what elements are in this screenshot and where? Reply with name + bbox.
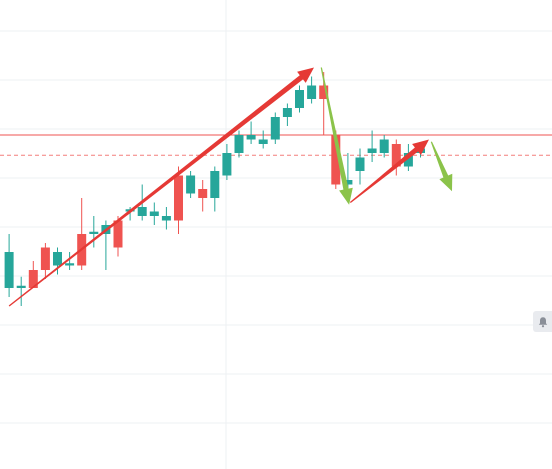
candle-body bbox=[16, 285, 26, 288]
candle bbox=[53, 247, 62, 275]
candle-body bbox=[222, 153, 232, 176]
trend-arrow-4[interactable] bbox=[430, 141, 453, 192]
candle bbox=[16, 276, 26, 306]
candle-body bbox=[234, 135, 244, 153]
candle bbox=[379, 135, 389, 158]
trend-arrow-2[interactable] bbox=[320, 67, 353, 205]
trend-arrow-1[interactable] bbox=[8, 67, 314, 307]
candle bbox=[258, 130, 268, 149]
candle bbox=[355, 148, 365, 185]
candle-body bbox=[53, 252, 62, 266]
candle bbox=[28, 261, 38, 288]
candles bbox=[4, 72, 425, 306]
candle bbox=[198, 180, 208, 212]
candle bbox=[40, 243, 50, 279]
candle-body bbox=[282, 108, 292, 117]
candle-body bbox=[161, 216, 171, 221]
candle bbox=[210, 166, 220, 212]
candle-body bbox=[331, 135, 341, 185]
candle-body bbox=[379, 139, 389, 153]
candle bbox=[222, 144, 232, 180]
candle-body bbox=[113, 220, 123, 248]
candle-body bbox=[391, 144, 401, 167]
candle-body bbox=[343, 180, 353, 185]
candle bbox=[149, 202, 159, 225]
candle bbox=[234, 130, 244, 158]
candle-body bbox=[40, 247, 50, 270]
candle bbox=[391, 139, 401, 176]
candle-body bbox=[210, 171, 220, 198]
candle bbox=[65, 252, 75, 270]
candle bbox=[77, 198, 87, 270]
candle bbox=[161, 207, 171, 230]
candle-body bbox=[355, 157, 365, 171]
candle bbox=[295, 85, 304, 113]
candle bbox=[282, 103, 292, 126]
candle bbox=[89, 216, 99, 248]
candle-body bbox=[28, 270, 38, 288]
candle-body bbox=[258, 139, 268, 144]
candle bbox=[174, 166, 183, 234]
bell-icon bbox=[538, 316, 547, 327]
candle-body bbox=[174, 175, 183, 221]
candle-body bbox=[137, 207, 147, 216]
candle-body bbox=[186, 175, 196, 194]
candle bbox=[246, 121, 256, 144]
candle-body bbox=[295, 90, 304, 108]
candle-body bbox=[270, 117, 280, 140]
candle bbox=[186, 171, 196, 198]
candle-body bbox=[65, 263, 75, 266]
candle-body bbox=[403, 153, 413, 167]
candle-body bbox=[307, 85, 317, 99]
candle-body bbox=[149, 211, 159, 216]
trend-arrow-3[interactable] bbox=[349, 139, 429, 204]
candle bbox=[4, 234, 14, 297]
candle-body bbox=[367, 148, 377, 153]
trend-arrows[interactable] bbox=[8, 67, 453, 307]
candle-body bbox=[319, 85, 329, 99]
alert-button[interactable] bbox=[533, 311, 552, 332]
candle bbox=[270, 112, 280, 144]
candle bbox=[307, 76, 317, 104]
candle bbox=[113, 216, 123, 257]
candle-body bbox=[246, 135, 256, 140]
candle-body bbox=[198, 189, 208, 198]
candle bbox=[367, 130, 377, 162]
candle-body bbox=[4, 252, 14, 288]
candle-body bbox=[89, 231, 99, 234]
